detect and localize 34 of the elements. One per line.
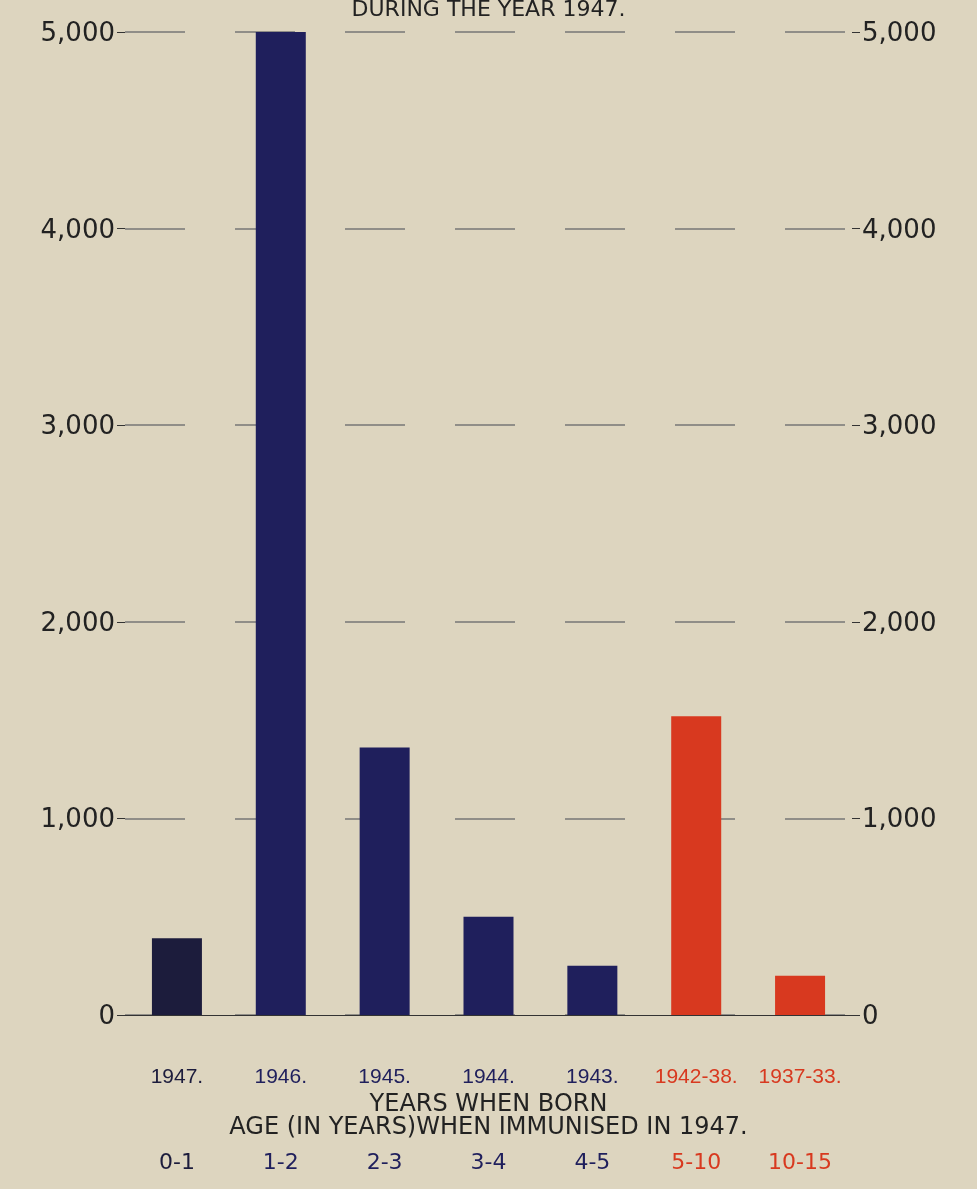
y2-tick-label: 1,000 bbox=[862, 803, 937, 834]
x-tick-label: 1945. bbox=[358, 1064, 411, 1087]
bar bbox=[359, 747, 410, 1015]
bar bbox=[255, 32, 306, 1015]
text: 3-4 bbox=[470, 1148, 507, 1174]
text: 5-10 bbox=[671, 1148, 722, 1174]
text: 2-3 bbox=[366, 1148, 403, 1174]
x-tick-label: 1947. bbox=[150, 1064, 204, 1087]
bar bbox=[671, 716, 722, 1015]
text: 4-5 bbox=[574, 1148, 611, 1174]
text: 10-15 bbox=[768, 1148, 833, 1174]
text: 0-1 bbox=[158, 1148, 195, 1174]
y-tick-label: 3,000 bbox=[40, 410, 115, 441]
y2-tick-label: 4,000 bbox=[862, 213, 937, 244]
x-tick-label: 1944. bbox=[462, 1064, 515, 1087]
x-tick-label: 1937-33. bbox=[758, 1064, 842, 1087]
bar bbox=[463, 916, 514, 1015]
y2-tick-label: 5,000 bbox=[862, 17, 937, 47]
y2-tick-label: 3,000 bbox=[862, 410, 937, 441]
x-tick-label: 1943. bbox=[566, 1064, 619, 1087]
x-tick-label: 1946. bbox=[254, 1064, 308, 1087]
y-tick-label: 1,000 bbox=[40, 803, 115, 834]
bar bbox=[567, 965, 618, 1015]
y-tick-label: 0 bbox=[98, 1000, 115, 1030]
y2-tick-label: 0 bbox=[862, 1000, 879, 1030]
y-tick-label: 4,000 bbox=[40, 213, 115, 244]
y-tick-label: 2,000 bbox=[40, 606, 115, 637]
y2-tick-label: 2,000 bbox=[862, 606, 937, 637]
text: AGE (IN YEARS)WHEN IMMUNISED IN 1947. bbox=[229, 1112, 748, 1140]
bar bbox=[151, 938, 202, 1015]
x-tick-label: 1942-38. bbox=[654, 1064, 738, 1087]
text: 1-2 bbox=[262, 1148, 299, 1174]
bar bbox=[775, 975, 826, 1015]
y-tick-label: 5,000 bbox=[40, 17, 115, 47]
